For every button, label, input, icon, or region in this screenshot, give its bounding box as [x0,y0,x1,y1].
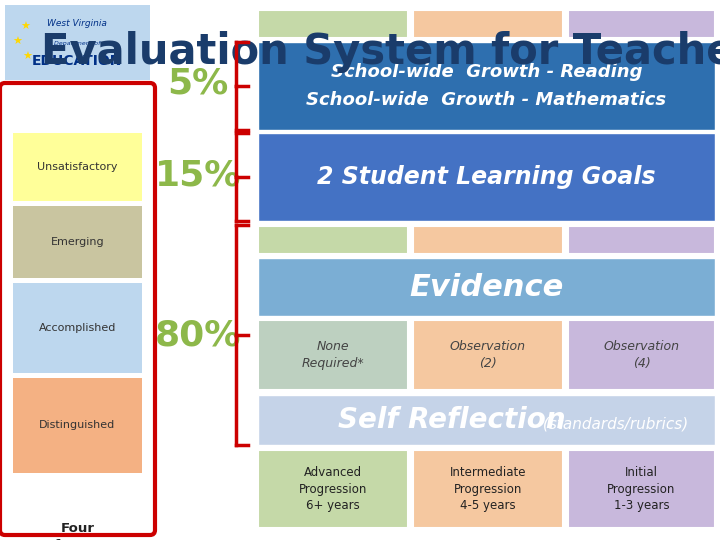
Text: Observation
(4): Observation (4) [603,341,680,369]
Text: 80%: 80% [155,318,241,352]
Bar [568,450,715,528]
Text: None
Required*: None Required* [302,341,364,369]
Text: Accomplished: Accomplished [39,323,116,333]
Text: 5%: 5% [167,66,229,100]
Text: Advanced
Progression
6+ years: Advanced Progression 6+ years [299,466,367,512]
Text: West Virginia: West Virginia [47,18,107,28]
Text: ★: ★ [22,52,32,62]
Bar [413,10,563,38]
Bar [413,320,563,390]
Bar [258,226,408,254]
Bar [258,133,715,221]
Text: Evaluation System for Teachers: Evaluation System for Teachers [40,31,720,73]
Text: Distinguished: Distinguished [40,421,116,430]
Text: EDUCATION: EDUCATION [32,54,122,68]
Bar [258,450,408,528]
Text: Evidence: Evidence [410,273,564,301]
Bar [13,283,142,373]
Bar [413,450,563,528]
Bar [568,10,715,38]
Text: Self Reflection: Self Reflection [338,406,566,434]
Bar [13,133,142,201]
Text: Four
Performance
Levels: Four Performance Levels [30,522,125,540]
Bar [258,42,715,130]
Text: ★: ★ [12,37,22,47]
Text: (standards/rubrics): (standards/rubrics) [538,416,688,431]
Bar [258,258,715,316]
Bar [13,206,142,278]
Text: ★: ★ [20,22,30,32]
Bar [5,5,150,80]
Bar [258,395,715,445]
Text: Initial
Progression
1-3 years: Initial Progression 1-3 years [607,466,675,512]
Text: Emerging: Emerging [50,237,104,247]
Bar [258,10,408,38]
Text: 2 Student Learning Goals: 2 Student Learning Goals [318,165,656,189]
Bar [258,320,408,390]
Text: 15%: 15% [155,158,241,192]
Text: Observation
(2): Observation (2) [450,341,526,369]
Bar [13,378,142,473]
Text: School-wide  Growth - Reading
School-wide  Growth - Mathematics: School-wide Growth - Reading School-wide… [307,63,667,109]
Bar [568,226,715,254]
Text: Department of: Department of [54,40,100,45]
Bar [413,226,563,254]
Text: Unsatisfactory: Unsatisfactory [37,162,118,172]
FancyBboxPatch shape [0,83,155,535]
Text: Intermediate
Progression
4-5 years: Intermediate Progression 4-5 years [450,466,526,512]
Bar [568,320,715,390]
